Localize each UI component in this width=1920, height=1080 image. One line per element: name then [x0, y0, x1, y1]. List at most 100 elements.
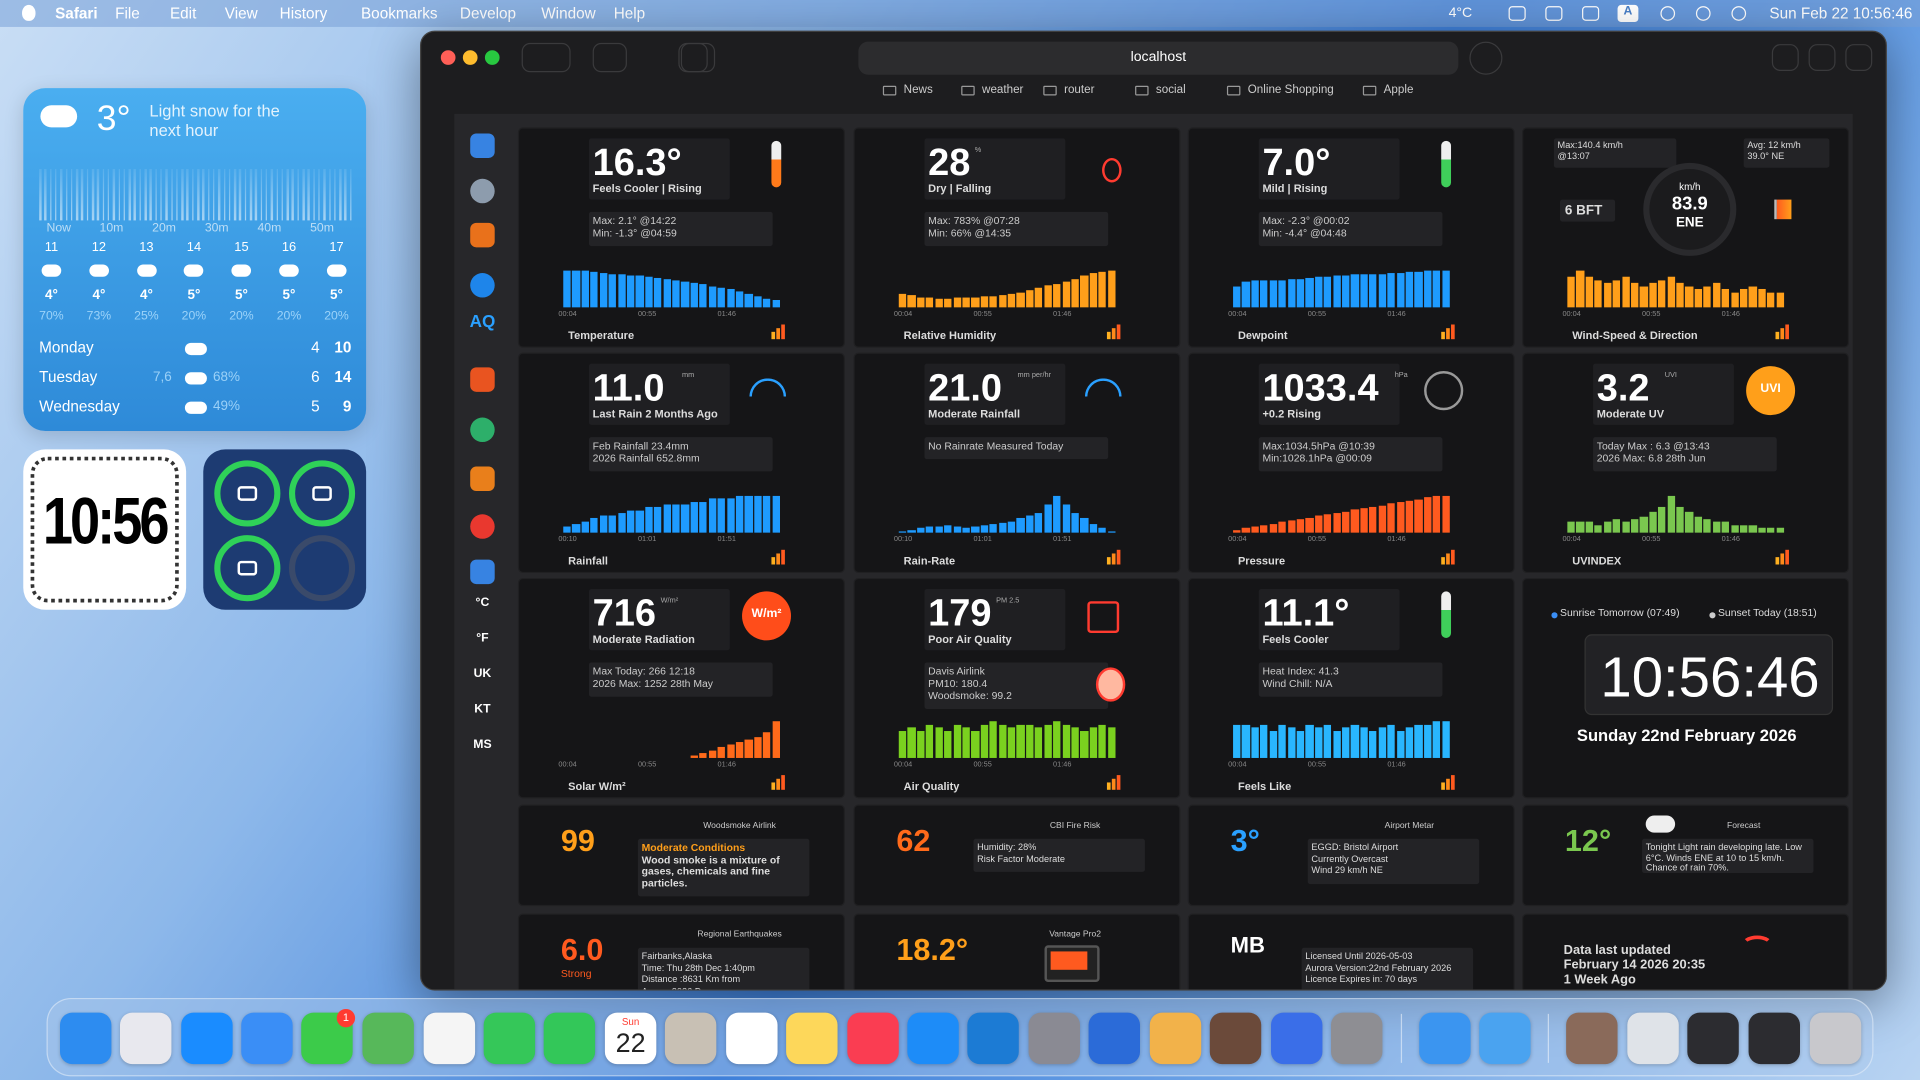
dock-icon[interactable]: [1748, 1012, 1800, 1065]
sidebar-icon[interactable]: [470, 514, 495, 539]
dock-icon[interactable]: [1687, 1012, 1739, 1065]
dock-icon[interactable]: [1271, 1012, 1323, 1065]
dock-icon[interactable]: [1209, 1012, 1262, 1065]
dock-icon[interactable]: [726, 1012, 778, 1065]
dock-icon[interactable]: [483, 1012, 536, 1065]
bar: [599, 273, 608, 308]
dock-icon[interactable]: [120, 1012, 172, 1065]
bookmark[interactable]: Online Shopping: [1247, 83, 1334, 97]
dock-icon[interactable]: Sun 22: [604, 1012, 657, 1065]
dock-icon[interactable]: [1419, 1012, 1471, 1065]
new-tab-button[interactable]: [1469, 41, 1503, 75]
sidebar-icon[interactable]: [470, 417, 495, 443]
bar: [1296, 278, 1305, 308]
dock-icon[interactable]: [1149, 1012, 1202, 1065]
sidebar-icon[interactable]: [470, 178, 495, 204]
device-icon: [237, 486, 258, 501]
window-control[interactable]: [462, 50, 478, 65]
chart-icon: [1446, 328, 1450, 340]
dock-icon[interactable]: [181, 1012, 233, 1065]
bookmark[interactable]: News: [903, 83, 933, 97]
menu-item[interactable]: Window: [541, 4, 596, 23]
dock-icon[interactable]: [1809, 1012, 1862, 1065]
dock-icon[interactable]: [362, 1012, 414, 1065]
sidebar-icon[interactable]: [470, 273, 495, 298]
bar: [645, 276, 653, 308]
toolbar-button[interactable]: [592, 42, 627, 73]
app-menu[interactable]: Safari: [55, 4, 98, 23]
toolbar-button[interactable]: [1845, 44, 1873, 72]
sidebar-icon[interactable]: [470, 222, 495, 248]
precip-line: [191, 168, 194, 221]
bar: [654, 507, 662, 533]
precip-line: [39, 168, 42, 221]
info-box: Avg: 12 km/h 39.0° NE: [1743, 138, 1830, 168]
menu-item[interactable]: Develop: [459, 4, 517, 23]
address-bar[interactable]: localhost: [858, 41, 1459, 75]
input-source[interactable]: A: [1617, 4, 1639, 23]
sidebar-icon[interactable]: [470, 466, 495, 492]
unit-button[interactable]: °C: [475, 596, 490, 610]
apple-menu[interactable]: [22, 4, 36, 21]
dock-icon[interactable]: [967, 1012, 1019, 1065]
menu-item[interactable]: Help: [613, 4, 646, 23]
unit-button[interactable]: MS: [473, 738, 492, 752]
home-button[interactable]: [678, 42, 708, 73]
dock-icon[interactable]: [1088, 1012, 1140, 1065]
unit-button[interactable]: KT: [474, 702, 491, 717]
window-control[interactable]: [484, 50, 500, 65]
menu-item[interactable]: History: [279, 4, 328, 23]
bookmark[interactable]: social: [1155, 83, 1186, 97]
bar: [1305, 517, 1314, 533]
dock-icon[interactable]: [1028, 1012, 1080, 1065]
detail: 2026 Max: 1252 28th May: [592, 677, 714, 690]
status-icon[interactable]: [1545, 6, 1563, 21]
sidebar-icon[interactable]: [470, 133, 495, 158]
dock-icon[interactable]: [664, 1012, 717, 1065]
tile: 1033.4 hPa +0.2 Rising Max:1034.5hPa @10:39…: [1187, 352, 1515, 574]
bookmark[interactable]: router: [1064, 83, 1095, 97]
dock-icon[interactable]: [1479, 1012, 1531, 1065]
dock-icon[interactable]: [241, 1012, 293, 1065]
status-icon[interactable]: [1508, 6, 1526, 21]
dock-icon[interactable]: [847, 1012, 899, 1065]
toolbar-button[interactable]: [521, 42, 571, 73]
dock-icon[interactable]: [907, 1012, 959, 1065]
time-label: 01:46: [717, 761, 736, 769]
bar: [989, 524, 998, 533]
status-icon[interactable]: [1695, 6, 1711, 21]
bar: [1278, 724, 1287, 758]
status-icon[interactable]: [1731, 6, 1747, 21]
bar: [1080, 731, 1088, 758]
sidebar-aq[interactable]: AQ: [469, 311, 496, 331]
status-icon[interactable]: [1660, 6, 1676, 21]
status-icon[interactable]: [1582, 6, 1600, 21]
tile: 28% Dry | Falling Max: 783% @07:28 Min: 66%…: [853, 127, 1181, 348]
menu-item[interactable]: Bookmarks: [360, 4, 438, 23]
dock-icon[interactable]: [786, 1012, 838, 1065]
sidebar-icon[interactable]: [470, 559, 495, 585]
menu-item[interactable]: File: [115, 4, 140, 23]
bar: [1062, 281, 1070, 308]
toolbar-button[interactable]: [1808, 44, 1836, 72]
bar: [1594, 524, 1603, 533]
bookmark[interactable]: weather: [982, 83, 1024, 97]
dock-icon[interactable]: [543, 1012, 596, 1065]
toolbar-button[interactable]: [1771, 44, 1799, 72]
time-label: 00:55: [637, 311, 657, 319]
unit-button[interactable]: UK: [473, 667, 492, 681]
dock-icon[interactable]: [1627, 1012, 1679, 1065]
menu-item[interactable]: View: [224, 4, 258, 23]
precip-line: [186, 168, 189, 221]
sidebar-icon[interactable]: [470, 367, 495, 392]
bookmark[interactable]: Apple: [1383, 83, 1414, 97]
clock[interactable]: Sun Feb 22 10:56:46: [1769, 4, 1913, 23]
dock-icon[interactable]: [423, 1012, 476, 1065]
dock-icon[interactable]: [1566, 1012, 1618, 1065]
bar: [1767, 292, 1775, 308]
dock-icon[interactable]: [1331, 1012, 1383, 1065]
menu-item[interactable]: Edit: [169, 4, 197, 23]
unit-button[interactable]: °F: [476, 631, 489, 646]
window-control[interactable]: [440, 50, 456, 65]
dock-icon[interactable]: [60, 1012, 112, 1065]
